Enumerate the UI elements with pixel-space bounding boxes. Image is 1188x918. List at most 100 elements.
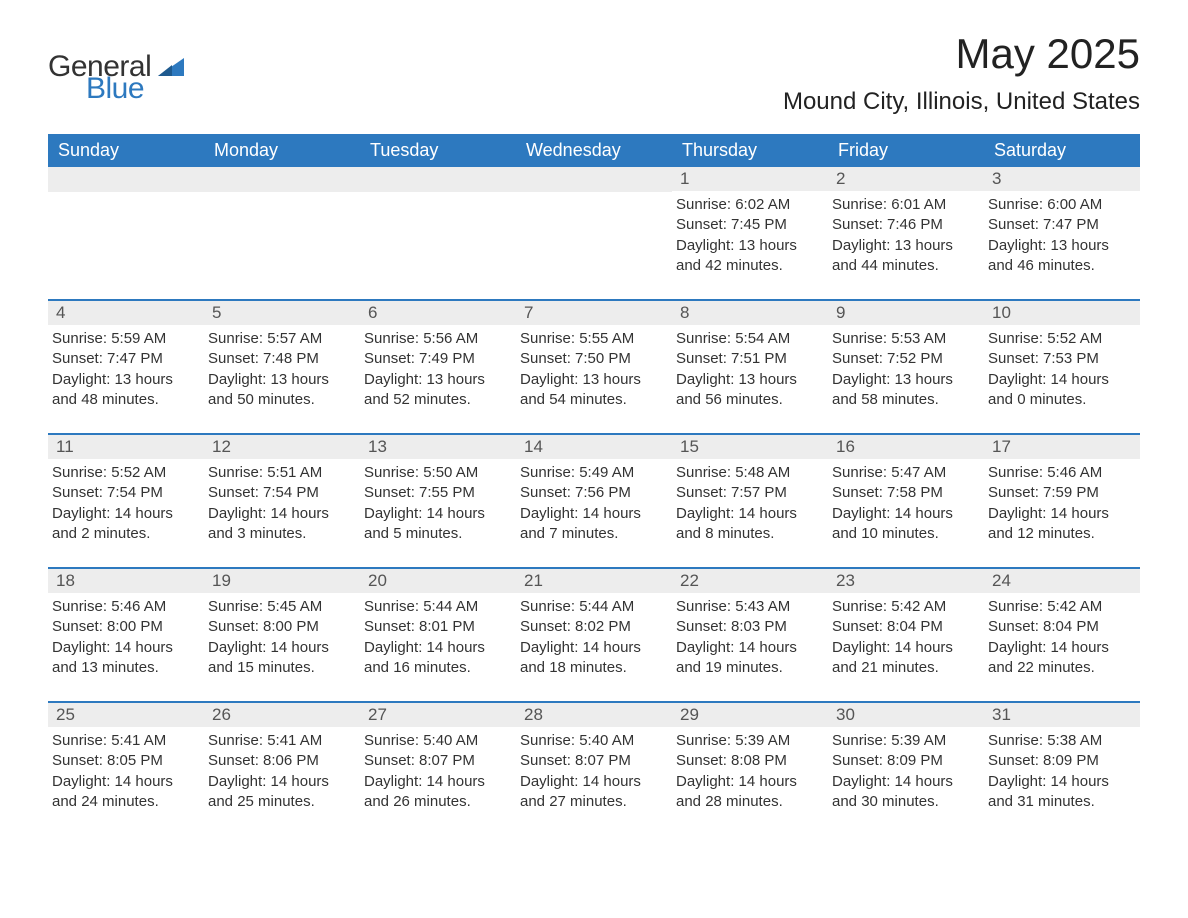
sunrise-line: Sunrise: 5:39 AM: [832, 731, 978, 751]
day-number: 7: [516, 301, 672, 325]
sunset-line: Sunset: 7:46 PM: [832, 215, 978, 235]
day-cell: 11Sunrise: 5:52 AMSunset: 7:54 PMDayligh…: [48, 435, 204, 567]
header: General Blue May 2025 Mound City, Illino…: [48, 30, 1140, 116]
day-cell: 7Sunrise: 5:55 AMSunset: 7:50 PMDaylight…: [516, 301, 672, 433]
daylight-line: Daylight: 14 hours and 15 minutes.: [208, 638, 354, 679]
day-body: Sunrise: 5:40 AMSunset: 8:07 PMDaylight:…: [360, 727, 516, 816]
daylight-line: Daylight: 14 hours and 18 minutes.: [520, 638, 666, 679]
daylight-line: Daylight: 14 hours and 3 minutes.: [208, 504, 354, 545]
day-body: Sunrise: 5:45 AMSunset: 8:00 PMDaylight:…: [204, 593, 360, 682]
sunset-line: Sunset: 7:47 PM: [988, 215, 1134, 235]
sunrise-line: Sunrise: 5:40 AM: [520, 731, 666, 751]
week-row: 25Sunrise: 5:41 AMSunset: 8:05 PMDayligh…: [48, 701, 1140, 835]
day-number: 16: [828, 435, 984, 459]
day-body: Sunrise: 5:46 AMSunset: 8:00 PMDaylight:…: [48, 593, 204, 682]
day-body: Sunrise: 5:41 AMSunset: 8:06 PMDaylight:…: [204, 727, 360, 816]
sunrise-line: Sunrise: 5:44 AM: [520, 597, 666, 617]
day-body: Sunrise: 5:52 AMSunset: 7:53 PMDaylight:…: [984, 325, 1140, 414]
daylight-line: Daylight: 14 hours and 28 minutes.: [676, 772, 822, 813]
sunrise-line: Sunrise: 5:54 AM: [676, 329, 822, 349]
weekday-sunday: Sunday: [48, 134, 204, 167]
day-number: 8: [672, 301, 828, 325]
sunrise-line: Sunrise: 5:41 AM: [208, 731, 354, 751]
sunrise-line: Sunrise: 5:40 AM: [364, 731, 510, 751]
day-cell: 10Sunrise: 5:52 AMSunset: 7:53 PMDayligh…: [984, 301, 1140, 433]
day-cell: 18Sunrise: 5:46 AMSunset: 8:00 PMDayligh…: [48, 569, 204, 701]
daylight-line: Daylight: 14 hours and 5 minutes.: [364, 504, 510, 545]
sunset-line: Sunset: 7:54 PM: [208, 483, 354, 503]
day-number: 20: [360, 569, 516, 593]
day-body: Sunrise: 5:51 AMSunset: 7:54 PMDaylight:…: [204, 459, 360, 548]
month-title: May 2025: [783, 30, 1140, 78]
day-cell: 19Sunrise: 5:45 AMSunset: 8:00 PMDayligh…: [204, 569, 360, 701]
sunrise-line: Sunrise: 5:51 AM: [208, 463, 354, 483]
sunset-line: Sunset: 8:09 PM: [832, 751, 978, 771]
sunset-line: Sunset: 8:06 PM: [208, 751, 354, 771]
day-number: 24: [984, 569, 1140, 593]
weekday-header-row: SundayMondayTuesdayWednesdayThursdayFrid…: [48, 134, 1140, 167]
daylight-line: Daylight: 14 hours and 10 minutes.: [832, 504, 978, 545]
day-body: Sunrise: 5:44 AMSunset: 8:01 PMDaylight:…: [360, 593, 516, 682]
weekday-wednesday: Wednesday: [516, 134, 672, 167]
daylight-line: Daylight: 14 hours and 30 minutes.: [832, 772, 978, 813]
day-cell: 22Sunrise: 5:43 AMSunset: 8:03 PMDayligh…: [672, 569, 828, 701]
day-cell: 14Sunrise: 5:49 AMSunset: 7:56 PMDayligh…: [516, 435, 672, 567]
day-number: 10: [984, 301, 1140, 325]
sunrise-line: Sunrise: 5:57 AM: [208, 329, 354, 349]
day-body: Sunrise: 5:50 AMSunset: 7:55 PMDaylight:…: [360, 459, 516, 548]
day-body: Sunrise: 5:39 AMSunset: 8:08 PMDaylight:…: [672, 727, 828, 816]
daylight-line: Daylight: 14 hours and 12 minutes.: [988, 504, 1134, 545]
sunrise-line: Sunrise: 6:02 AM: [676, 195, 822, 215]
day-body: Sunrise: 5:47 AMSunset: 7:58 PMDaylight:…: [828, 459, 984, 548]
sunset-line: Sunset: 7:58 PM: [832, 483, 978, 503]
sunrise-line: Sunrise: 5:46 AM: [988, 463, 1134, 483]
daylight-line: Daylight: 14 hours and 16 minutes.: [364, 638, 510, 679]
daylight-line: Daylight: 13 hours and 56 minutes.: [676, 370, 822, 411]
day-cell: 25Sunrise: 5:41 AMSunset: 8:05 PMDayligh…: [48, 703, 204, 835]
weekday-friday: Friday: [828, 134, 984, 167]
day-number: 28: [516, 703, 672, 727]
sunset-line: Sunset: 8:08 PM: [676, 751, 822, 771]
day-body: Sunrise: 5:56 AMSunset: 7:49 PMDaylight:…: [360, 325, 516, 414]
daylight-line: Daylight: 14 hours and 7 minutes.: [520, 504, 666, 545]
day-cell: 13Sunrise: 5:50 AMSunset: 7:55 PMDayligh…: [360, 435, 516, 567]
day-number: 4: [48, 301, 204, 325]
day-cell: 8Sunrise: 5:54 AMSunset: 7:51 PMDaylight…: [672, 301, 828, 433]
day-body: Sunrise: 5:42 AMSunset: 8:04 PMDaylight:…: [984, 593, 1140, 682]
sunrise-line: Sunrise: 5:39 AM: [676, 731, 822, 751]
day-number: 15: [672, 435, 828, 459]
week-row: 1Sunrise: 6:02 AMSunset: 7:45 PMDaylight…: [48, 167, 1140, 299]
day-cell: 6Sunrise: 5:56 AMSunset: 7:49 PMDaylight…: [360, 301, 516, 433]
daylight-line: Daylight: 14 hours and 31 minutes.: [988, 772, 1134, 813]
day-body: Sunrise: 5:49 AMSunset: 7:56 PMDaylight:…: [516, 459, 672, 548]
day-body: Sunrise: 5:57 AMSunset: 7:48 PMDaylight:…: [204, 325, 360, 414]
day-cell: 4Sunrise: 5:59 AMSunset: 7:47 PMDaylight…: [48, 301, 204, 433]
sunrise-line: Sunrise: 5:47 AM: [832, 463, 978, 483]
day-body: Sunrise: 5:38 AMSunset: 8:09 PMDaylight:…: [984, 727, 1140, 816]
sunset-line: Sunset: 7:59 PM: [988, 483, 1134, 503]
sunrise-line: Sunrise: 5:42 AM: [832, 597, 978, 617]
day-number: 13: [360, 435, 516, 459]
sunrise-line: Sunrise: 6:01 AM: [832, 195, 978, 215]
sunrise-line: Sunrise: 5:41 AM: [52, 731, 198, 751]
sunrise-line: Sunrise: 6:00 AM: [988, 195, 1134, 215]
empty-daynum: [516, 167, 672, 192]
day-number: 19: [204, 569, 360, 593]
day-cell: 5Sunrise: 5:57 AMSunset: 7:48 PMDaylight…: [204, 301, 360, 433]
sunset-line: Sunset: 7:53 PM: [988, 349, 1134, 369]
location-label: Mound City, Illinois, United States: [783, 88, 1140, 116]
day-body: Sunrise: 6:01 AMSunset: 7:46 PMDaylight:…: [828, 191, 984, 280]
day-cell: 20Sunrise: 5:44 AMSunset: 8:01 PMDayligh…: [360, 569, 516, 701]
day-body: Sunrise: 5:41 AMSunset: 8:05 PMDaylight:…: [48, 727, 204, 816]
sunrise-line: Sunrise: 5:56 AM: [364, 329, 510, 349]
weekday-thursday: Thursday: [672, 134, 828, 167]
sunrise-line: Sunrise: 5:49 AM: [520, 463, 666, 483]
weekday-saturday: Saturday: [984, 134, 1140, 167]
sunrise-line: Sunrise: 5:48 AM: [676, 463, 822, 483]
day-number: 22: [672, 569, 828, 593]
title-block: May 2025 Mound City, Illinois, United St…: [783, 30, 1140, 116]
sunrise-line: Sunrise: 5:52 AM: [988, 329, 1134, 349]
empty-daynum: [360, 167, 516, 192]
sunset-line: Sunset: 7:48 PM: [208, 349, 354, 369]
day-cell: [516, 167, 672, 299]
